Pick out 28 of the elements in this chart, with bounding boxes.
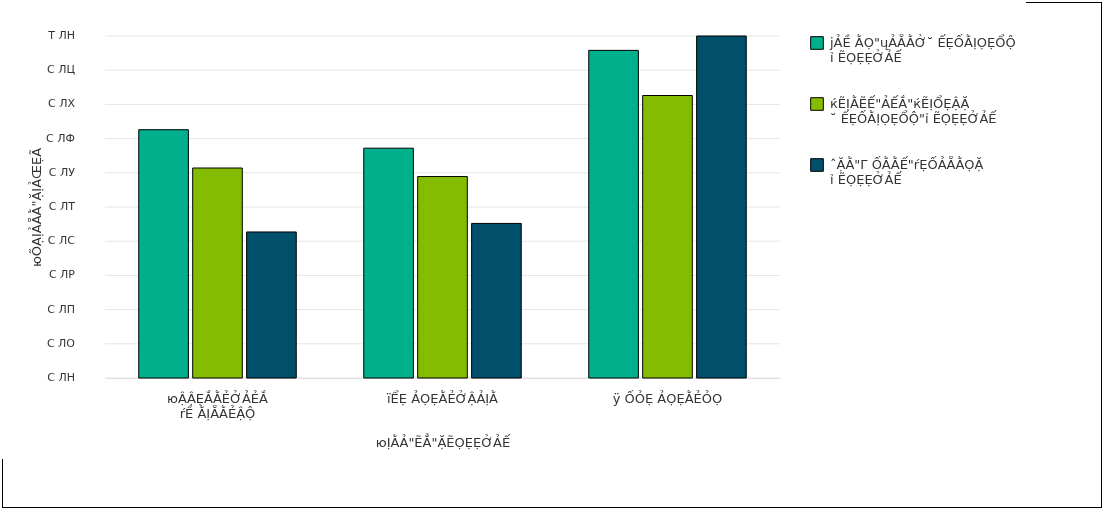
y-axis-title: юÕẠỊẢẴẰ"ẶỊẢŒẸÃ: [27, 147, 44, 268]
text: С ЛР: [48, 268, 76, 282]
text: С ЛФ: [46, 131, 75, 145]
text: Т ЛН: [47, 29, 75, 42]
text: С ЛН: [47, 371, 75, 384]
bar: [696, 35, 747, 379]
bar: [192, 167, 243, 379]
text: С ЛЦ: [47, 63, 76, 77]
text: С ЛП: [47, 302, 75, 316]
bar: [246, 231, 297, 379]
legend-label: ϳẢỀ ẰỌ"ųẢẴẰỞ˘ ẾẸỐẰỊỌẸỔỘ ỉ ẼỌẸẸỞẢẾ: [829, 34, 1016, 65]
bar: [138, 129, 189, 379]
bar: [363, 147, 414, 379]
text: С ЛТ: [48, 200, 76, 213]
bar: [642, 95, 693, 379]
x-tick-label: юẬẬẸẮẰẺỞẢẺẮ ŕỀ ẰỊẴẰẺẬỘ: [167, 389, 269, 421]
text: С ЛХ: [48, 97, 76, 111]
legend-label: ˆẶẰ"Γ ỐẰẰẾ"ŕẸỐẢẴẰỌẶ ỉ ẼỌẸẸỞẢẾ: [830, 156, 984, 187]
text: С ЛС: [47, 234, 76, 248]
x-tick-label: ÿ ỐỎẸ ẢỌẸẰẺỎỌ: [612, 389, 723, 406]
text: С ЛУ: [48, 165, 76, 179]
bar: [588, 49, 639, 379]
x-tick-label: ïỂẸ ẢỌẸẰẺỞẬẢỊẰ: [385, 389, 499, 406]
bar: [417, 176, 468, 379]
x-axis-title: юỊẰẢ"ẼẲ"ẶẼỌẸẸỞẢẾ: [375, 432, 511, 450]
legend-label: ќẼỊẰẼẾ"ẢẾẮ"ќẼỊỔẸẬẶ ˘ ẾẸỐẰỊỌẸỔỘ"ỉ ẼỌẸẸỞẢẾ: [830, 95, 998, 126]
bar: [471, 222, 522, 379]
text: С ЛО: [46, 336, 76, 350]
